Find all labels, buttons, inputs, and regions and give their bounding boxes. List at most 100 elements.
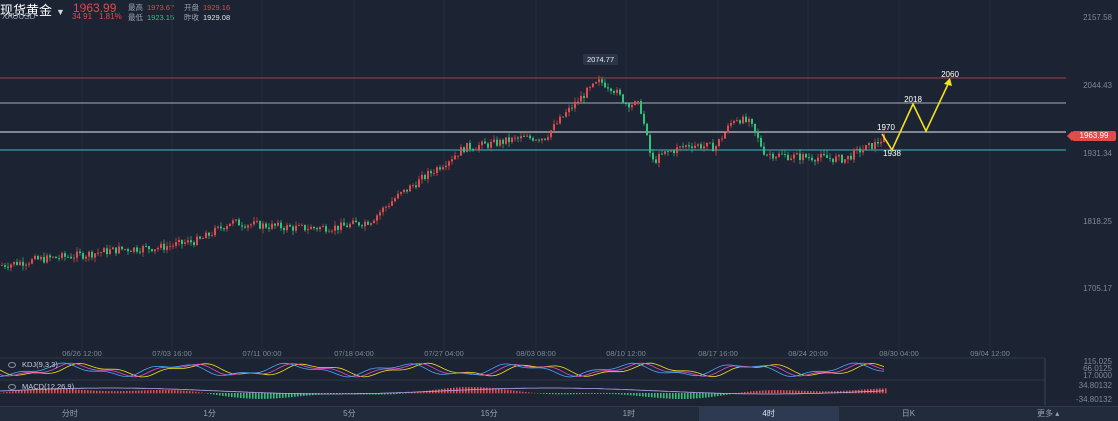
candle-body [544,139,546,140]
candle-body [655,159,657,163]
macd-bar [111,391,113,393]
macd-bar [219,393,221,395]
macd-bar [585,393,587,394]
macd-bar [141,390,143,393]
candle-body [238,219,240,225]
candle-body [706,143,708,147]
eye-icon[interactable] [8,384,16,390]
candle-body [667,151,669,152]
candle-body [337,226,339,230]
macd-bar [615,393,617,394]
macd-bar [648,393,650,397]
candle-body [478,145,480,149]
macd-bar [177,390,179,393]
eye-icon[interactable] [8,362,16,368]
candle-body [451,159,453,161]
candle-body [331,231,333,232]
tab-more[interactable]: 更多 ▴ [978,407,1118,421]
candle-body [430,171,432,173]
candle-body [172,246,174,247]
candle-body [460,147,462,155]
macd-bar [597,393,599,394]
macd-bar [78,390,80,394]
candle-body [466,143,468,152]
x-tick-label: 09/04 12:00 [970,349,1010,358]
tab-4hour[interactable]: 4时 [699,407,839,421]
macd-bar [807,391,809,393]
candle-body [286,225,288,230]
candle-body [586,88,588,98]
candle-body [508,137,510,142]
candle-body [490,142,492,148]
candle-body [733,121,735,123]
candle-body [736,120,738,121]
candle-body [184,242,186,244]
candle-body [190,240,192,242]
macd-bar [147,390,149,393]
kdj-label[interactable]: KDJ(9,3,3) [8,360,58,369]
macd-label[interactable]: MACD(12,26,9) [8,382,74,391]
macd-bar [612,393,614,394]
tab-daily[interactable]: 日K [839,407,979,421]
candle-body [244,227,246,228]
tab-5min[interactable]: 5分 [280,407,420,421]
candle-body [646,124,648,135]
candle-body [724,132,726,138]
candle-body [682,146,684,147]
macd-bar [567,393,569,394]
candle-body [25,265,27,266]
macd-bar [783,390,785,393]
macd-bar [186,391,188,393]
tab-timeshare[interactable]: 分时 [0,407,140,421]
candle-body [154,249,156,251]
candle-body [145,246,147,247]
candle-body [769,154,771,155]
macd-bar [480,387,482,393]
candle-body [193,242,195,245]
candle-body [136,248,138,252]
candle-body [784,154,786,155]
candle-body [622,94,624,103]
tab-1hour[interactable]: 1时 [559,407,699,421]
macd-bar [645,393,647,397]
macd-bar [426,391,428,394]
candle-body [556,123,558,124]
candle-body [361,225,363,226]
candle-body [160,244,162,248]
candle-body [16,262,18,265]
y-tick-label: 2044.43 [1083,81,1112,90]
macd-bar [777,390,779,393]
candle-body [634,101,636,105]
candle-body [148,246,150,249]
candle-body [601,79,603,82]
kdj-axis-label: 17.0000 [1083,371,1112,380]
candle-body [709,143,711,144]
macd-bar [606,393,608,394]
candle-body [211,235,213,236]
macd-bar [702,393,704,398]
candle-body [439,167,441,169]
candle-body [352,221,354,224]
macd-bar [153,390,155,393]
candle-body [310,227,312,229]
macd-bar [138,391,140,394]
candle-body [385,207,387,208]
macd-bar [666,393,668,399]
candle-body [448,161,450,165]
candlestick-series [1,75,885,271]
candle-body [427,171,429,179]
candle-body [790,158,792,160]
candle-body [163,244,165,250]
tab-15min[interactable]: 15分 [419,407,559,421]
macd-bar [570,393,572,394]
macd-bar [243,393,245,398]
macd-bar [486,388,488,394]
candle-body [10,264,12,267]
macd-bar [132,391,134,393]
tab-1min[interactable]: 1分 [140,407,280,421]
candle-body [31,259,33,263]
macd-bar [210,393,212,394]
